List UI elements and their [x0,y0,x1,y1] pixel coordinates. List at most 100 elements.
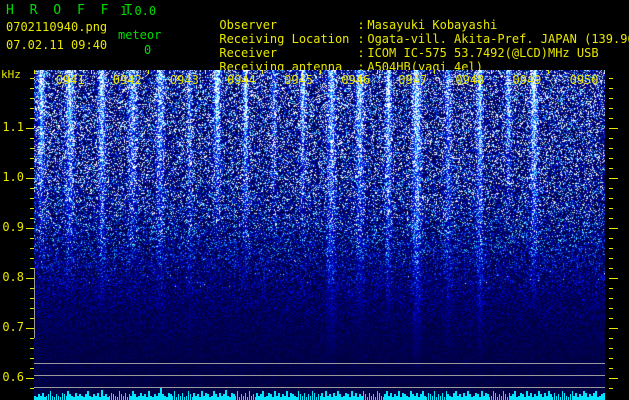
signal-bar [351,391,353,400]
signal-bar [81,395,83,400]
signal-bar [331,397,333,400]
signal-bar [599,395,601,400]
signal-bar [47,394,50,400]
right-axis-ticks [605,70,629,400]
app-version: 1.0.0 [120,4,157,18]
signal-bar [110,392,113,400]
baseline-grid-line [34,363,605,364]
signal-bar [425,397,428,400]
signal-bar [100,389,103,400]
signal-bar [43,397,46,400]
signal-bar [565,395,568,400]
signal-bar [465,395,467,400]
signal-bar [386,391,389,400]
signal-bar [335,395,337,400]
signal-bar [264,397,267,400]
y-axis-tick-minor [30,338,34,339]
signal-bar [213,391,215,400]
info-value: Ogata-vill. Akita-Pref. JAPAN (139.96E, … [367,32,629,46]
signal-bar [303,392,306,400]
signal-bar [197,394,200,400]
signal-bar [93,394,95,400]
signal-bar [205,392,207,400]
right-axis-tick-minor [609,268,613,269]
signal-bar [427,392,430,400]
right-axis-tick-major [609,328,618,329]
signal-bar [278,392,280,400]
signal-bar [268,392,270,400]
signal-bar [77,395,79,400]
station-info-block: Observer: Masayuki Kobayashi Receiving Lo… [176,4,629,74]
signal-bar [169,394,172,400]
signal-bar [55,394,58,400]
signal-bar [597,397,599,400]
right-axis-tick-minor [609,208,613,209]
signal-bar [51,395,54,400]
signal-bar [447,394,450,400]
y-axis-tick-minor [30,108,34,109]
signal-bar [445,391,448,400]
signal-bar [382,397,385,400]
signal-bar [163,395,166,400]
signal-bar [274,391,276,400]
signal-bar [130,395,133,400]
y-axis-tick-minor [30,188,34,189]
signal-bar [266,395,268,400]
signal-bar [577,397,580,400]
signal-bar [325,391,328,400]
signal-bar [305,397,308,400]
x-axis-time-label: 0949 [512,73,542,87]
signal-bar [469,394,471,400]
signal-bar [532,397,534,400]
signal-bar [378,392,381,400]
signal-bar [443,397,446,400]
spectrogram-plot[interactable] [34,70,605,400]
signal-bar [179,395,182,400]
spectrogram-canvas[interactable] [34,70,605,400]
signal-bar [473,395,475,400]
x-axis-tick [547,70,549,74]
signal-bar [307,394,310,400]
signal-bar [486,394,489,400]
signal-bar [134,394,137,400]
signal-bar [559,397,562,400]
signal-bar [520,392,522,400]
x-axis-time-label: 0948 [455,73,485,87]
signal-bar [484,392,487,400]
signal-bar [327,395,330,400]
signal-bar [140,392,142,400]
signal-bar [366,397,369,400]
signal-bar [73,397,76,400]
signal-bar [160,388,162,400]
signal-bar [242,395,245,400]
signal-bar [41,392,44,400]
x-axis-tick [91,70,93,74]
y-axis-tick-minor [30,318,34,319]
signal-bar [286,391,288,400]
x-axis-time-label: 0941 [55,73,85,87]
x-axis-tick [319,70,321,74]
y-axis-label: 0.9 [2,220,24,234]
signal-bar [370,395,373,400]
signal-bar [496,397,499,400]
signal-bar [61,392,64,400]
info-colon: : [357,60,365,74]
signal-bar [236,391,239,400]
info-row-receiver: Receiver: ICOM IC-575 53.7492(@LCD)MHz US… [176,32,629,60]
signal-bar [541,397,544,400]
signal-bar [547,391,550,400]
signal-bar [260,394,263,400]
signal-bar [414,395,416,400]
signal-bar [498,394,501,400]
signal-bar [415,392,418,400]
signal-bar [224,389,227,400]
signal-bar [248,391,251,400]
signal-bar [482,395,485,400]
right-axis-tick-minor [609,218,613,219]
signal-bar [228,397,231,400]
signal-bar [453,392,456,400]
right-axis-tick-minor [609,138,613,139]
signal-bar [219,392,221,400]
signal-bar [534,394,536,400]
right-axis-tick-minor [609,298,613,299]
